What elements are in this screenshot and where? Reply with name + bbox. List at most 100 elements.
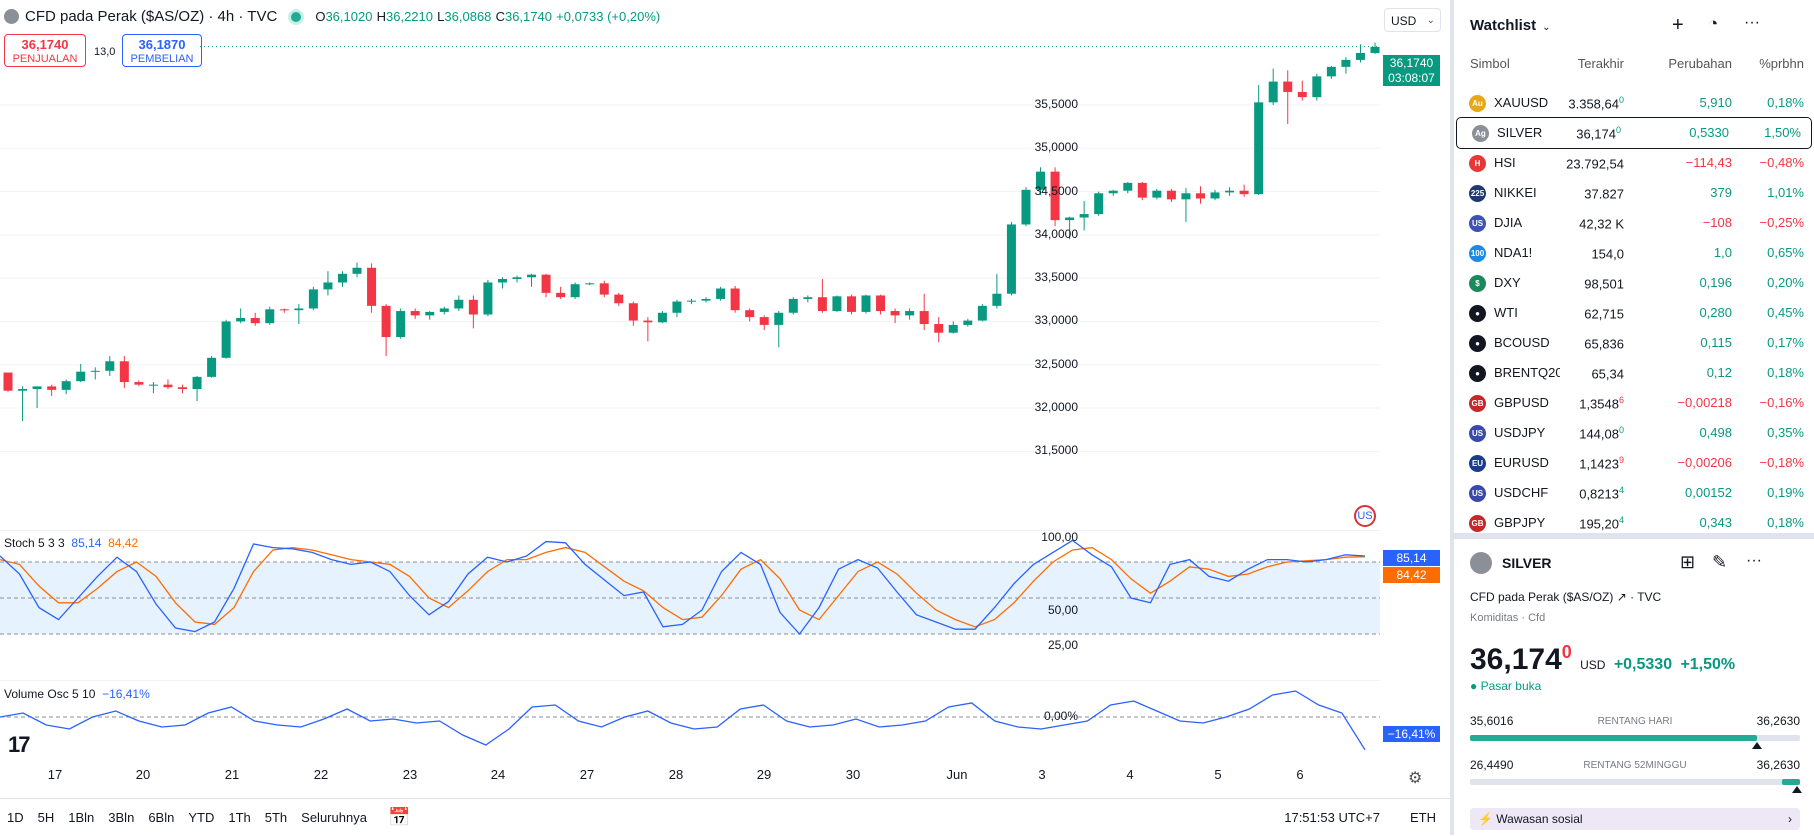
- candle: [861, 295, 871, 312]
- watchlist-row[interactable]: EU EURUSD 1,14239 −0,00206 −0,18%: [1454, 448, 1814, 478]
- col-symbol[interactable]: Simbol: [1470, 56, 1510, 71]
- row-change: 0,5330: [1689, 125, 1729, 140]
- range-all[interactable]: Seluruhnya: [301, 810, 367, 825]
- add-symbol-icon[interactable]: +: [1672, 14, 1684, 36]
- row-symbol: USDCHF: [1494, 485, 1549, 500]
- range-5y[interactable]: 5Th: [264, 810, 288, 825]
- candle: [308, 289, 318, 309]
- us-flag-icon[interactable]: US: [1354, 505, 1376, 527]
- candle: [745, 310, 755, 318]
- time-axis-label: 29: [756, 767, 772, 782]
- row-symbol: DXY: [1494, 275, 1521, 290]
- candle: [570, 284, 580, 298]
- col-last[interactable]: Terakhir: [1577, 56, 1624, 71]
- col-pct[interactable]: %prbhn: [1759, 56, 1804, 71]
- session-toggle[interactable]: ETH: [1410, 810, 1436, 825]
- currency-select[interactable]: USD ⌄: [1384, 8, 1441, 32]
- details-symbol[interactable]: SILVER: [1502, 555, 1552, 571]
- volume-osc-chart[interactable]: [0, 680, 1380, 760]
- day-range: 35,6016 RENTANG HARI 36,2630: [1470, 714, 1800, 749]
- settings-gear-icon[interactable]: ⚙: [1408, 770, 1423, 787]
- watchlist-row[interactable]: GB GBPUSD 1,35486 −0,00218 −0,16%: [1454, 388, 1814, 418]
- watchlist-row[interactable]: US USDJPY 144,080 0,498 0,35%: [1454, 418, 1814, 448]
- candle: [1079, 214, 1089, 218]
- watchlist-row[interactable]: GB GBPJPY 195,204 0,343 0,18%: [1454, 508, 1814, 538]
- range-6m[interactable]: 6Bln: [148, 810, 175, 825]
- watchlist-title[interactable]: Watchlist ⌄: [1470, 17, 1551, 34]
- calendar-icon[interactable]: 📅: [387, 807, 411, 827]
- stoch-d-line: [0, 546, 1366, 628]
- watchlist-row[interactable]: ● WTI 62,715 0,280 0,45%: [1454, 298, 1814, 328]
- candle: [178, 387, 188, 389]
- candle: [352, 267, 362, 274]
- row-pct: −0,16%: [1759, 395, 1804, 410]
- candle: [992, 293, 1002, 306]
- social-insights-button[interactable]: ⚡ Wawasan sosial ›: [1470, 808, 1800, 830]
- candle: [1021, 189, 1031, 225]
- more-details-icon[interactable]: ···: [1746, 552, 1762, 569]
- watchlist-row[interactable]: US USDCHF 0,82134 0,00152 0,19%: [1454, 478, 1814, 508]
- range-ytd[interactable]: YTD: [188, 810, 215, 825]
- panel-divider[interactable]: [1454, 533, 1814, 539]
- range-1d[interactable]: 1D: [7, 810, 24, 825]
- candle: [32, 386, 42, 389]
- clock[interactable]: 17:51:53 UTC+7: [1284, 810, 1380, 825]
- watchlist-row[interactable]: US DJIA 42,32 K −108 −0,25%: [1454, 208, 1814, 238]
- sell-button[interactable]: 36,1740 PENJUALAN: [4, 34, 86, 67]
- price-chart[interactable]: [0, 40, 1380, 460]
- edit-note-icon[interactable]: ✎: [1712, 552, 1728, 572]
- candle: [192, 376, 202, 389]
- candle: [1036, 171, 1046, 190]
- row-pct: 0,18%: [1767, 515, 1804, 530]
- time-axis-label: 30: [845, 767, 861, 782]
- candle: [730, 288, 740, 311]
- watchlist-row[interactable]: Ag SILVER 36,1740 0,5330 1,50%: [1456, 117, 1812, 149]
- candle: [1254, 102, 1264, 195]
- row-pct: 0,45%: [1767, 305, 1804, 320]
- price-axis-label: 35,5000: [1034, 96, 1078, 111]
- watchlist-row[interactable]: 225 NIKKEI 37.827 379 1,01%: [1454, 178, 1814, 208]
- candle: [948, 324, 958, 333]
- row-change: −108: [1702, 215, 1732, 230]
- row-pct: 0,65%: [1767, 245, 1804, 260]
- chart-area[interactable]: CFD pada Perak ($AS/OZ) · 4h · TVC O36,1…: [0, 0, 1450, 798]
- range-1m[interactable]: 1Bln: [68, 810, 95, 825]
- candle: [410, 311, 420, 316]
- row-last: 65,34: [1591, 366, 1624, 382]
- candle: [585, 283, 595, 285]
- details-description[interactable]: CFD pada Perak ($AS/OZ) ↗ · TVC: [1470, 590, 1662, 604]
- watchlist-row[interactable]: ● BCOUSD 65,836 0,115 0,17%: [1454, 328, 1814, 358]
- watchlist-row[interactable]: H HSI 23.792,54 −114,43 −0,48%: [1454, 148, 1814, 178]
- range-5d[interactable]: 5H: [37, 810, 55, 825]
- col-change[interactable]: Perubahan: [1668, 56, 1732, 71]
- candle: [439, 308, 449, 312]
- candle: [148, 384, 158, 386]
- chart-title[interactable]: CFD pada Perak ($AS/OZ) · 4h · TVC: [25, 8, 278, 25]
- row-pct: 0,18%: [1767, 365, 1804, 380]
- candle: [323, 282, 333, 290]
- more-options-icon[interactable]: ···: [1744, 14, 1760, 31]
- time-axis-label: 22: [313, 767, 329, 782]
- watchlist-row[interactable]: Au XAUUSD 3.358,640 5,910 0,18%: [1454, 88, 1814, 118]
- buy-button[interactable]: 36,1870 PEMBELIAN: [122, 34, 202, 67]
- candle: [47, 386, 57, 390]
- row-symbol: GBPUSD: [1494, 395, 1549, 410]
- layout-grid-icon[interactable]: ⊞: [1680, 552, 1696, 572]
- candle: [1268, 81, 1278, 103]
- candle: [759, 317, 769, 325]
- range-3m[interactable]: 3Bln: [108, 810, 135, 825]
- candle: [1370, 46, 1380, 53]
- watchlist-row[interactable]: ● BRENTQ2025 65,34 0,12 0,18%: [1454, 358, 1814, 388]
- advanced-view-icon[interactable]: ◔: [1708, 14, 1719, 33]
- row-symbol: NDA1!: [1494, 245, 1533, 260]
- watchlist-row[interactable]: 100 NDA1! 154,0 1,0 0,65%: [1454, 238, 1814, 268]
- tradingview-logo-icon[interactable]: 17: [8, 732, 31, 757]
- stoch-chart[interactable]: [0, 530, 1380, 675]
- candle: [716, 288, 726, 299]
- watchlist-row[interactable]: $ DXY 98,501 0,196 0,20%: [1454, 268, 1814, 298]
- price-axis-label: 35,0000: [1034, 140, 1078, 155]
- range-1y[interactable]: 1Th: [228, 810, 251, 825]
- price-axis-label: 34,5000: [1034, 183, 1078, 198]
- candle: [337, 273, 347, 283]
- candle: [1326, 66, 1336, 77]
